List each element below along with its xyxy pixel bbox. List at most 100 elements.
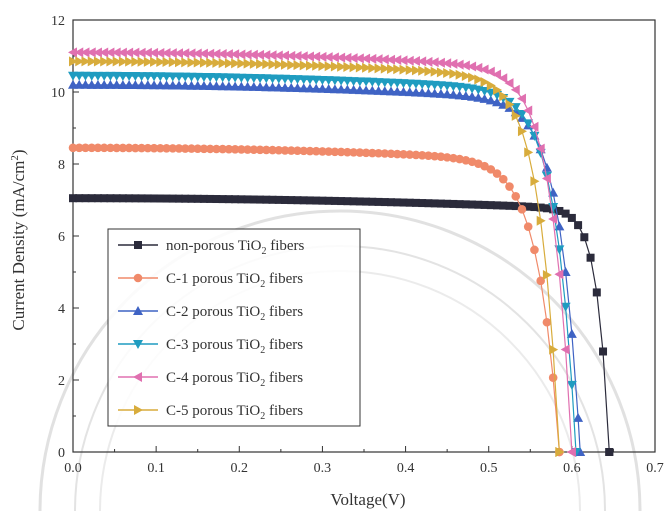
data-point: [404, 87, 415, 97]
data-point: [354, 85, 365, 95]
data-point: [187, 144, 196, 153]
data-point: [549, 344, 559, 355]
data-point: [311, 83, 322, 93]
data-point: [274, 59, 284, 70]
data-point: [186, 80, 197, 90]
data-point: [605, 448, 614, 456]
data-point: [430, 151, 439, 161]
data-point: [480, 200, 489, 209]
data-point: [267, 50, 277, 61]
data-point: [212, 195, 221, 204]
x-tick-label: 0.5: [480, 461, 498, 476]
data-point: [243, 58, 253, 69]
data-point: [174, 48, 184, 59]
data-point: [510, 84, 520, 95]
x-tick-label: 0.4: [397, 461, 415, 476]
data-point: [343, 197, 352, 206]
data-point: [435, 88, 446, 98]
data-point: [261, 82, 272, 92]
data-point: [349, 197, 358, 206]
data-point: [87, 194, 96, 203]
data-point: [124, 47, 134, 58]
data-point: [448, 58, 458, 69]
series-layer: [68, 47, 614, 457]
data-point: [105, 47, 115, 58]
data-point: [231, 58, 241, 69]
y-tick-label: 12: [51, 14, 65, 29]
data-point: [299, 146, 309, 156]
data-point: [299, 60, 309, 71]
data-point: [124, 143, 134, 153]
data-point: [206, 57, 216, 68]
data-point: [111, 47, 121, 58]
x-axis-label: Voltage(V): [330, 490, 405, 509]
data-point: [511, 192, 521, 201]
legend-entry: C-1 porous TiO2 fibers: [166, 271, 303, 290]
data-point: [186, 48, 196, 59]
legend-text: fibers: [265, 370, 303, 386]
data-point: [304, 51, 314, 62]
data-point: [262, 195, 271, 204]
data-point: [255, 145, 265, 155]
data-point: [149, 80, 160, 90]
data-point: [504, 78, 514, 89]
data-point: [449, 199, 458, 208]
data-point: [574, 221, 583, 230]
data-point: [523, 222, 533, 231]
data-point: [355, 197, 364, 206]
legend-text: C-3 porous TiO: [166, 337, 260, 353]
legend-marker: [133, 306, 143, 315]
data-point: [156, 56, 166, 67]
data-point: [355, 148, 365, 157]
data-point: [168, 144, 178, 153]
data-point: [548, 373, 558, 383]
data-point: [237, 145, 246, 154]
data-point: [498, 174, 508, 184]
data-point: [336, 147, 346, 157]
data-point: [429, 57, 439, 68]
data-point: [312, 196, 321, 205]
data-point: [379, 54, 389, 65]
data-point: [330, 61, 340, 72]
data-point: [349, 62, 359, 73]
data-point: [329, 84, 340, 94]
data-point: [442, 89, 453, 99]
data-point: [255, 82, 266, 92]
data-point: [112, 56, 122, 67]
data-point: [274, 145, 284, 155]
data-point: [392, 149, 402, 159]
data-point: [386, 86, 397, 96]
data-point: [268, 195, 277, 204]
data-point: [468, 200, 477, 209]
data-point: [248, 81, 259, 91]
data-point: [224, 144, 234, 154]
data-point: [386, 149, 396, 159]
data-point: [150, 194, 159, 203]
data-point: [86, 47, 96, 58]
data-point: [299, 196, 308, 205]
data-point: [417, 56, 427, 67]
data-point: [81, 56, 91, 67]
data-point: [230, 81, 241, 91]
data-point: [473, 92, 484, 102]
data-point: [92, 47, 102, 58]
data-point: [262, 145, 271, 155]
data-point: [117, 47, 127, 58]
data-point: [399, 150, 408, 159]
data-point: [242, 49, 252, 60]
data-point: [237, 58, 247, 69]
data-point: [499, 91, 509, 102]
data-point: [74, 143, 84, 153]
data-point: [342, 84, 353, 94]
data-point: [436, 199, 445, 208]
data-point: [223, 49, 233, 60]
legend-text: fibers: [265, 271, 303, 287]
legend-text: fibers: [265, 403, 303, 419]
data-point: [236, 49, 246, 60]
data-point: [281, 195, 290, 204]
data-point: [142, 47, 152, 58]
data-point: [517, 126, 527, 137]
data-point: [137, 194, 146, 203]
data-point: [305, 146, 315, 156]
